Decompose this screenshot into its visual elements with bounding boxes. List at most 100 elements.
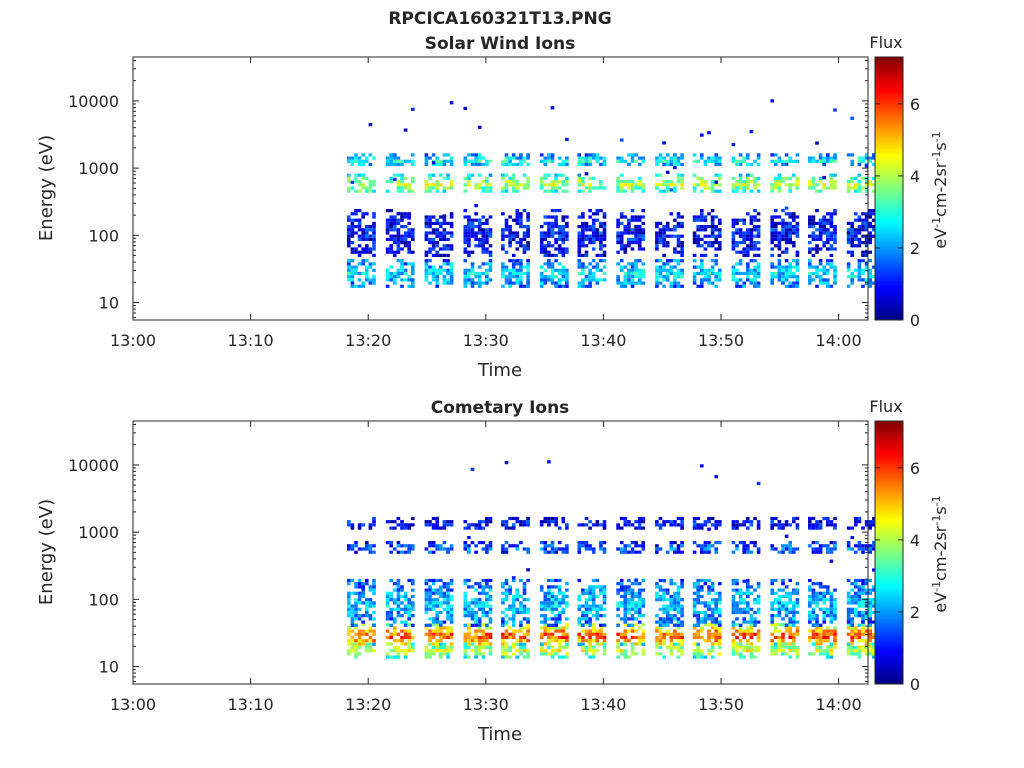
flux-cell bbox=[403, 176, 408, 180]
flux-cell bbox=[550, 610, 555, 615]
flux-cell bbox=[818, 629, 823, 633]
flux-cell bbox=[792, 588, 796, 592]
flux-cell bbox=[561, 162, 566, 167]
flux-cell bbox=[676, 284, 681, 288]
flux-cell bbox=[792, 241, 796, 245]
flux-cell bbox=[637, 523, 642, 527]
flux-cell bbox=[463, 183, 468, 187]
flux-cell bbox=[738, 241, 743, 245]
flux-cell bbox=[731, 156, 736, 160]
flux-cell bbox=[619, 604, 624, 608]
flux-cell bbox=[854, 268, 858, 272]
flux-cell bbox=[389, 591, 393, 595]
flux-cell bbox=[846, 620, 851, 624]
flux-cell bbox=[792, 281, 796, 285]
flux-cell bbox=[634, 642, 638, 646]
flux-cell bbox=[864, 215, 869, 219]
flux-cell bbox=[868, 550, 872, 554]
flux-cell bbox=[504, 550, 509, 554]
colorbar-step bbox=[875, 195, 903, 198]
flux-cell bbox=[365, 189, 369, 193]
flux-cell bbox=[735, 268, 739, 272]
flux-cell bbox=[770, 278, 774, 282]
flux-cell bbox=[616, 614, 620, 618]
flux-cell bbox=[385, 652, 390, 656]
flux-cell bbox=[692, 610, 697, 615]
flux-cell bbox=[792, 218, 796, 222]
flux-cell bbox=[403, 237, 408, 241]
flux-cell bbox=[641, 234, 646, 238]
flux-cell bbox=[550, 106, 555, 110]
flux-cell bbox=[850, 617, 854, 621]
flux-cell bbox=[595, 594, 600, 599]
colorbar-step bbox=[875, 245, 903, 249]
flux-cell bbox=[511, 156, 516, 160]
flux-cell bbox=[738, 607, 743, 611]
flux-cell bbox=[526, 156, 530, 160]
flux-cell bbox=[439, 221, 443, 225]
flux-cell bbox=[630, 550, 635, 554]
flux-cell bbox=[749, 228, 754, 232]
flux-cell bbox=[756, 610, 761, 615]
flux-cell bbox=[680, 275, 684, 279]
flux-cell bbox=[864, 281, 869, 285]
flux-cell bbox=[543, 183, 548, 187]
flux-cell bbox=[350, 523, 355, 527]
flux-cell bbox=[735, 645, 739, 649]
flux-cell bbox=[673, 547, 677, 551]
flux-cell bbox=[627, 550, 631, 554]
flux-cell bbox=[700, 629, 704, 633]
flux-cell bbox=[543, 544, 548, 548]
flux-cell bbox=[439, 601, 443, 605]
flux-cell bbox=[588, 623, 592, 627]
flux-cell bbox=[442, 153, 447, 157]
flux-cell bbox=[539, 183, 544, 187]
flux-cell bbox=[850, 652, 854, 656]
flux-cell bbox=[753, 623, 757, 627]
flux-cell bbox=[446, 221, 450, 225]
flux-cell bbox=[777, 601, 782, 605]
flux-cell bbox=[826, 588, 830, 592]
flux-cell bbox=[557, 262, 562, 266]
flux-cell bbox=[467, 614, 471, 618]
flux-cell bbox=[431, 601, 436, 605]
flux-cell bbox=[439, 271, 443, 276]
flux-cell bbox=[354, 209, 358, 213]
flux-cell bbox=[718, 623, 722, 627]
flux-cell bbox=[424, 626, 429, 630]
flux-cell bbox=[591, 614, 596, 618]
flux-cell bbox=[522, 186, 527, 190]
flux-cell bbox=[501, 265, 505, 269]
flux-cell bbox=[581, 649, 585, 653]
flux-cell bbox=[365, 645, 369, 649]
flux-cell bbox=[526, 231, 530, 235]
flux-cell bbox=[826, 237, 830, 241]
flux-cell bbox=[442, 601, 447, 605]
flux-cell bbox=[818, 159, 823, 163]
flux-cell bbox=[788, 623, 792, 627]
flux-cell bbox=[637, 225, 642, 229]
flux-cell bbox=[435, 649, 439, 653]
flux-cell bbox=[396, 231, 401, 235]
flux-cell bbox=[861, 629, 865, 633]
flux-cell bbox=[488, 262, 493, 266]
flux-cell bbox=[826, 241, 830, 245]
flux-cell bbox=[655, 544, 659, 548]
flux-cell bbox=[501, 642, 505, 646]
flux-cell bbox=[557, 620, 562, 624]
flux-cell bbox=[833, 588, 837, 592]
flux-cell bbox=[616, 241, 620, 245]
flux-cell bbox=[470, 173, 475, 177]
flux-cell bbox=[808, 585, 812, 589]
flux-cell bbox=[696, 620, 700, 624]
flux-cell bbox=[389, 550, 393, 554]
colorbar-step bbox=[875, 230, 903, 233]
flux-cell bbox=[403, 523, 408, 527]
flux-cell bbox=[623, 228, 628, 232]
flux-cell bbox=[368, 526, 373, 530]
flux-cell bbox=[777, 550, 782, 554]
flux-cell bbox=[519, 241, 523, 245]
flux-cell bbox=[857, 225, 862, 229]
flux-cell bbox=[519, 271, 523, 276]
flux-cell bbox=[393, 649, 397, 653]
